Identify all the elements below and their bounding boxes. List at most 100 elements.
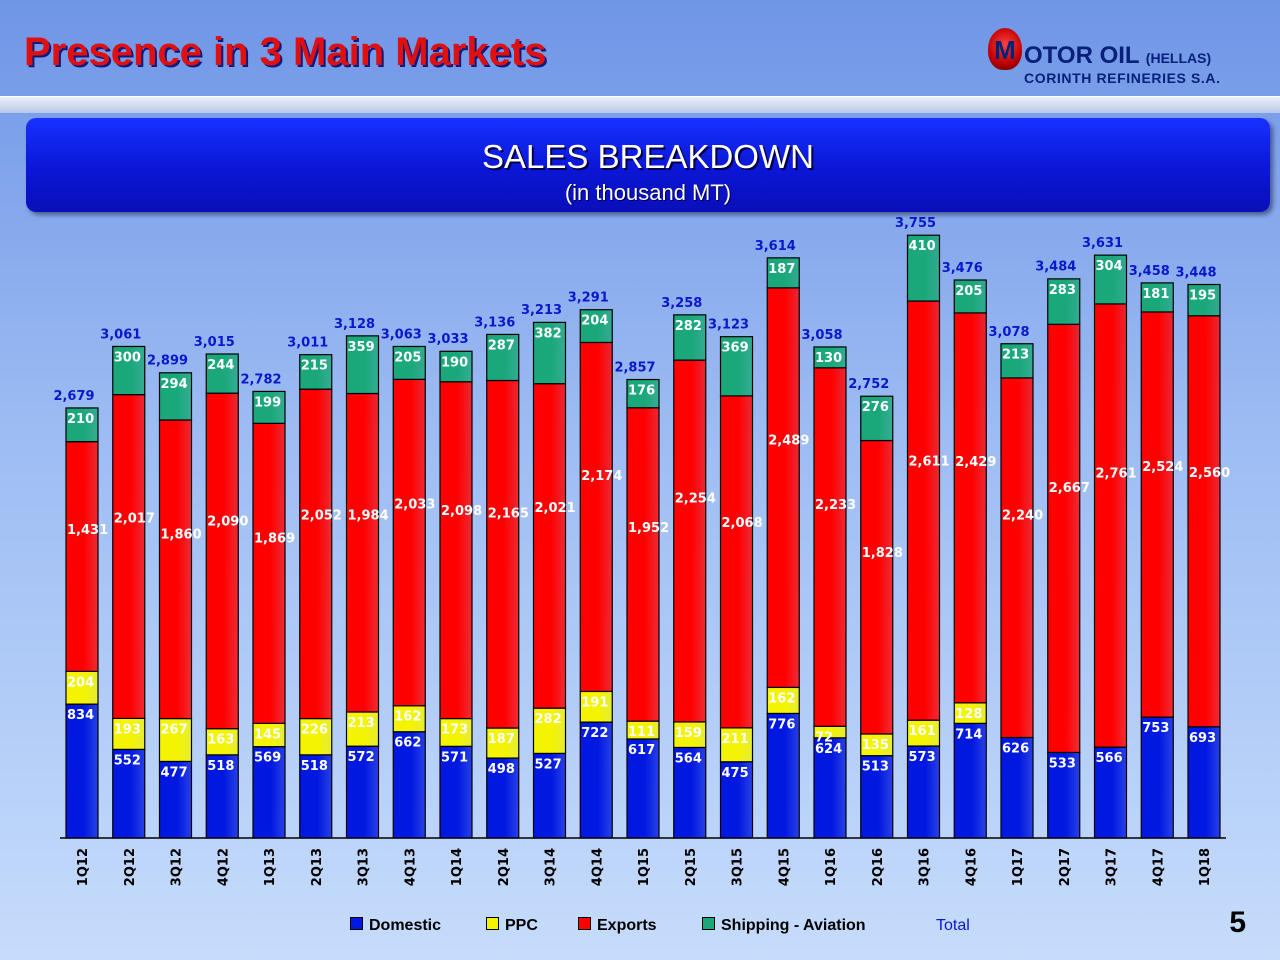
label-exports-4Q16: 2,429 — [955, 455, 996, 470]
label-exports-4Q14: 2,174 — [581, 469, 622, 484]
oil-drop-icon: M — [988, 28, 1022, 70]
bar-shipping-3Q15 — [719, 336, 754, 397]
bar-exports-2Q13 — [299, 388, 333, 720]
bar-domestic-4Q17 — [1140, 716, 1174, 839]
x-tick-label-1Q14: 1Q14 — [450, 848, 465, 886]
bar-exports-1Q13 — [252, 422, 286, 724]
total-label-1Q18: 3,448 — [1175, 266, 1216, 281]
x-tick-label-3Q14: 3Q14 — [544, 848, 559, 886]
label-ppc-1Q14: 173 — [441, 723, 468, 738]
label-exports-3Q12: 1,860 — [161, 527, 202, 542]
header-divider — [0, 96, 1280, 113]
label-ppc-3Q12: 267 — [161, 723, 188, 738]
bar-ppc-2Q15 — [673, 721, 707, 749]
label-domestic-3Q16: 573 — [909, 750, 936, 765]
bar-exports-3Q15 — [719, 395, 754, 729]
legend-swatch-exports — [578, 917, 591, 930]
total-label-1Q15: 2,857 — [614, 360, 655, 375]
bar-domestic-2Q16 — [860, 755, 894, 839]
bar-exports-4Q16 — [953, 312, 987, 704]
label-domestic-1Q16: 624 — [815, 742, 842, 757]
bar-shipping-2Q16 — [860, 395, 894, 442]
label-ppc-3Q13: 213 — [348, 716, 375, 731]
label-ppc-2Q16: 135 — [862, 738, 889, 753]
x-tick-label-3Q16: 3Q16 — [918, 848, 933, 886]
total-label-2Q14: 3,136 — [474, 316, 515, 331]
total-label-3Q13: 3,128 — [334, 317, 375, 332]
total-label-4Q15: 3,614 — [755, 239, 796, 254]
label-exports-4Q17: 2,524 — [1142, 460, 1183, 475]
bar-domestic-2Q12 — [112, 748, 146, 839]
bar-shipping-1Q14 — [439, 350, 473, 383]
label-shipping-4Q13: 205 — [394, 350, 421, 365]
bar-domestic-1Q12 — [65, 703, 99, 839]
bar-domestic-4Q12 — [205, 754, 239, 839]
company-logo: M OTOR OIL (HELLAS) CORINTH REFINERIES S… — [988, 22, 1258, 86]
label-ppc-3Q15: 211 — [722, 732, 749, 747]
bar-exports-3Q16 — [906, 300, 941, 721]
label-domestic-1Q14: 571 — [441, 750, 468, 765]
bar-exports-4Q17 — [1140, 311, 1174, 718]
label-exports-1Q12: 1,431 — [67, 523, 108, 538]
label-ppc-4Q13: 162 — [394, 710, 421, 725]
total-label-1Q12: 2,679 — [53, 389, 94, 404]
bar-shipping-1Q12 — [65, 407, 99, 443]
bar-domestic-3Q12 — [158, 760, 193, 839]
x-tick-label-1Q13: 1Q13 — [263, 848, 278, 886]
bar-shipping-3Q17 — [1093, 254, 1128, 305]
label-shipping-1Q18: 195 — [1189, 289, 1216, 304]
legend-item-domestic: Domestic — [350, 917, 441, 935]
total-label-3Q17: 3,631 — [1082, 236, 1123, 251]
bar-shipping-4Q16 — [953, 279, 987, 314]
label-exports-1Q17: 2,240 — [1002, 509, 1043, 524]
label-shipping-3Q16: 410 — [909, 239, 936, 254]
label-shipping-3Q12: 294 — [161, 377, 188, 392]
total-label-3Q16: 3,755 — [895, 216, 936, 231]
total-label-2Q13: 3,011 — [287, 336, 328, 351]
x-tick-label-4Q17: 4Q17 — [1151, 848, 1166, 886]
x-tick-label-2Q15: 2Q15 — [684, 848, 699, 886]
label-ppc-1Q16: 72 — [815, 730, 833, 745]
label-exports-2Q14: 2,165 — [488, 507, 529, 522]
bar-shipping-2Q13 — [299, 354, 333, 390]
x-tick-label-3Q12: 3Q12 — [170, 848, 185, 886]
bar-domestic-1Q18 — [1187, 726, 1221, 839]
label-exports-1Q14: 2,098 — [441, 504, 482, 519]
label-shipping-4Q15: 187 — [768, 262, 795, 277]
label-domestic-1Q18: 693 — [1189, 731, 1216, 746]
label-domestic-4Q15: 776 — [768, 717, 795, 732]
bar-exports-1Q15 — [626, 407, 660, 722]
bar-exports-2Q16 — [860, 439, 894, 735]
x-tick-label-1Q12: 1Q12 — [76, 848, 91, 886]
total-label-3Q15: 3,123 — [708, 318, 749, 333]
legend-label-exports: Exports — [597, 917, 657, 934]
bar-shipping-3Q12 — [158, 372, 193, 421]
bar-domestic-2Q13 — [299, 754, 333, 839]
label-exports-2Q15: 2,254 — [675, 492, 716, 507]
label-ppc-1Q13: 145 — [254, 727, 281, 742]
label-shipping-3Q14: 382 — [535, 326, 562, 341]
label-exports-2Q16: 1,828 — [862, 546, 903, 561]
bar-shipping-2Q17 — [1047, 278, 1081, 325]
bar-ppc-3Q15 — [719, 727, 754, 763]
bar-shipping-4Q13 — [392, 345, 426, 380]
logo-subtitle: CORINTH REFINERIES S.A. — [1024, 70, 1221, 86]
label-shipping-2Q15: 282 — [675, 319, 702, 334]
legend-item-ppc: PPC — [486, 917, 538, 935]
label-shipping-2Q17: 283 — [1049, 283, 1076, 298]
total-label-4Q14: 3,291 — [568, 291, 609, 306]
bar-exports-1Q17 — [1000, 377, 1034, 739]
bar-exports-4Q15 — [766, 287, 800, 689]
label-domestic-1Q12: 834 — [67, 708, 94, 723]
bar-ppc-4Q14 — [579, 690, 613, 723]
label-domestic-1Q17: 626 — [1002, 742, 1029, 757]
label-exports-4Q15: 2,489 — [768, 434, 809, 449]
bar-domestic-4Q15 — [766, 712, 800, 839]
total-label-1Q16: 3,058 — [801, 328, 842, 343]
label-shipping-2Q14: 287 — [488, 338, 515, 353]
label-domestic-4Q16: 714 — [955, 727, 982, 742]
bar-exports-3Q17 — [1093, 303, 1128, 748]
x-tick-label-4Q13: 4Q13 — [403, 848, 418, 886]
bar-shipping-3Q16 — [906, 234, 941, 302]
label-ppc-2Q12: 193 — [114, 722, 141, 737]
